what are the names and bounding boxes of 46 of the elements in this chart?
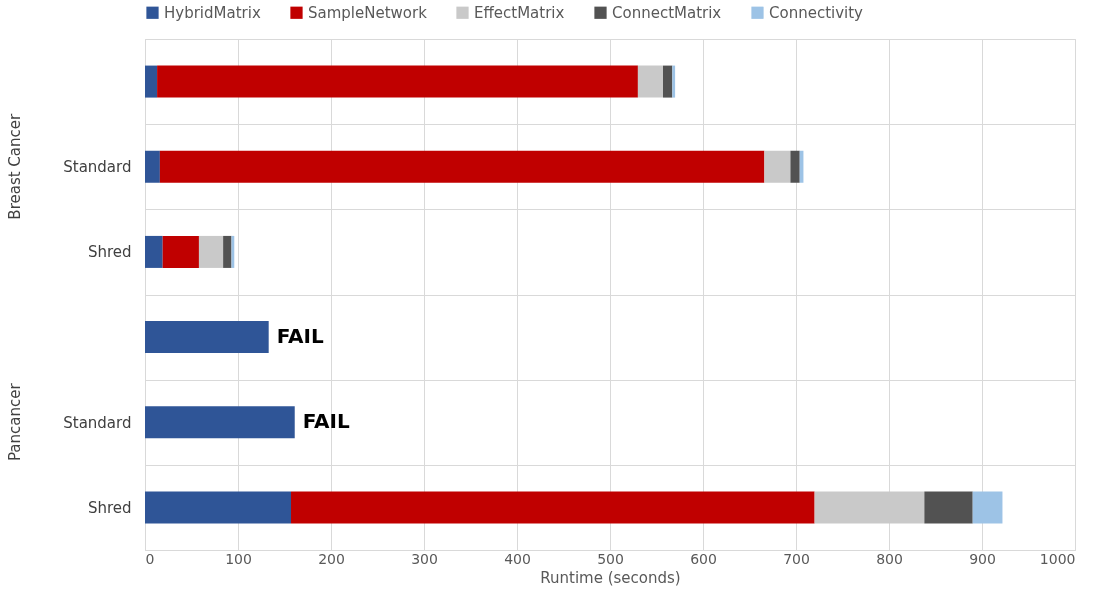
data-label: FAIL: [276, 324, 324, 349]
bar: [157, 65, 638, 98]
bar: [972, 491, 1003, 524]
data-label: FAIL: [302, 409, 351, 434]
y-tick-label: Standard: [63, 158, 132, 177]
x-tick-label: 500: [597, 550, 624, 567]
bar: [764, 150, 791, 183]
legend-label: ConnectMatrix: [612, 3, 722, 22]
text: Pancancer: [6, 382, 24, 462]
x-tick-label: 0: [145, 550, 155, 567]
bar: [814, 491, 925, 524]
bar: [291, 491, 815, 524]
x-tick-label: 600: [690, 550, 717, 567]
bar: [162, 235, 199, 268]
text: Breast Cancer: [6, 113, 24, 220]
x-tick-label: 700: [783, 550, 810, 567]
bar: [223, 235, 232, 268]
bar: [637, 65, 664, 98]
bar: [145, 235, 163, 268]
y-tick-label: Shred: [87, 243, 132, 262]
y-tick-label: Shred: [87, 498, 132, 517]
bar: [159, 150, 765, 183]
bar: [924, 491, 973, 524]
bar: [145, 65, 158, 98]
legend-label: SampleNetwork: [308, 3, 428, 22]
bar: [145, 406, 295, 439]
bar: [231, 235, 235, 268]
legend-label: HybridMatrix: [164, 3, 261, 22]
bar: [790, 150, 800, 183]
legend-label: EffectMatrix: [474, 3, 565, 22]
x-tick-label: 900: [969, 550, 996, 567]
y-tick-label: Standard: [63, 413, 132, 432]
bar: [198, 235, 224, 268]
bar: [663, 65, 673, 98]
x-tick-label: 100: [225, 550, 252, 567]
x-tick-label: 400: [504, 550, 531, 567]
bar: [145, 321, 269, 354]
bar: [672, 65, 676, 98]
bar: [145, 491, 292, 524]
x-tick-label: 200: [318, 550, 345, 567]
x-tick-label: 800: [876, 550, 903, 567]
x-tick-label: 300: [411, 550, 438, 567]
x-axis-title: Runtime (seconds): [540, 568, 681, 587]
x-tick-label: 1000: [1039, 550, 1076, 567]
bar: [145, 150, 160, 183]
legend-label: Connectivity: [769, 3, 864, 22]
